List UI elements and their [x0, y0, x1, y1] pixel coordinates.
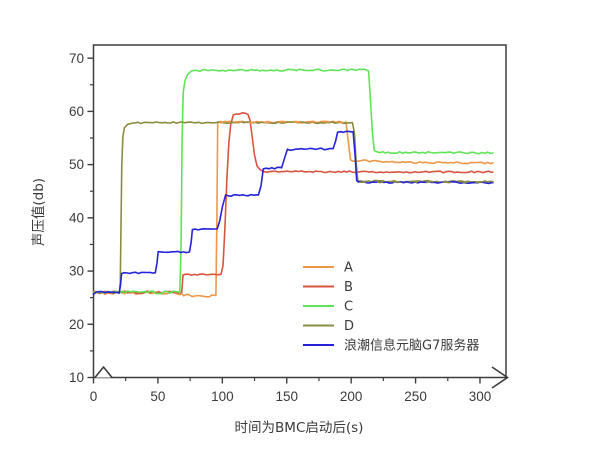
y-tick-label: 20 [69, 317, 84, 332]
x-axis-title: 时间为BMC启动后(s) [234, 420, 364, 436]
x-tick-label: 300 [469, 389, 492, 404]
y-tick-label: 70 [69, 51, 84, 66]
y-axis-title: 声压值(db) [31, 177, 47, 247]
legend-label-D: D [344, 319, 354, 334]
x-tick-label: 250 [404, 389, 427, 404]
legend-label-C: C [344, 300, 353, 315]
y-tick-label: 40 [69, 210, 84, 225]
x-tick-label: 0 [90, 389, 98, 404]
plot-frame [92, 44, 507, 379]
x-tick-label: 200 [340, 389, 363, 404]
series-line-A [92, 120, 494, 298]
y-tick-label: 50 [69, 157, 84, 172]
x-tick-label: 100 [211, 389, 234, 404]
y-tick-label: 60 [69, 104, 84, 119]
legend-label-A: A [344, 261, 353, 276]
x-axis-end-arrow [491, 366, 509, 389]
x-tick-label: 50 [150, 389, 165, 404]
x-tick-label: 150 [275, 389, 298, 404]
A-dashes-over-D-at-58db [219, 120, 345, 124]
D-dashes-over-blue-at-46.7db [360, 180, 494, 184]
x-axis-break-peak [94, 366, 113, 379]
series-line-浪潮信息元脑G7服务器 [92, 130, 494, 295]
legend-label-B: B [344, 280, 353, 295]
series-line-C [92, 68, 494, 295]
series-line-D [92, 121, 494, 295]
y-tick-label: 10 [69, 370, 84, 385]
y-tick-label: 30 [69, 264, 84, 279]
series-line-B [92, 112, 494, 295]
legend-label-浪潮信息元脑G7服务器: 浪潮信息元脑G7服务器 [344, 338, 479, 354]
